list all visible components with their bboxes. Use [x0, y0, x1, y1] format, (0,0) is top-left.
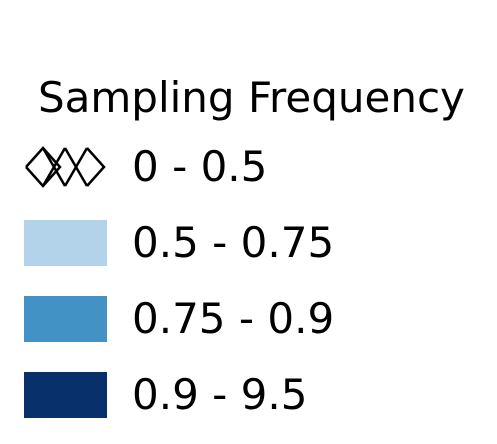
legend-item: 0.9 - 9.5	[24, 370, 484, 420]
legend-label: 0.5 - 0.75	[132, 218, 335, 267]
legend-label: 0 - 0.5	[132, 142, 268, 191]
legend-label: 0.75 - 0.9	[132, 294, 335, 343]
legend-item: 0 - 0.5	[24, 142, 484, 192]
crosshatch-icon	[24, 144, 107, 190]
color-swatch	[24, 296, 107, 342]
legend-item: 0.5 - 0.75	[24, 218, 484, 268]
color-swatch	[24, 372, 107, 418]
legend-label: 0.9 - 9.5	[132, 370, 308, 419]
color-swatch	[24, 220, 107, 266]
legend-item: 0.75 - 0.9	[24, 294, 484, 344]
legend-title: Sampling Frequency	[38, 73, 465, 122]
